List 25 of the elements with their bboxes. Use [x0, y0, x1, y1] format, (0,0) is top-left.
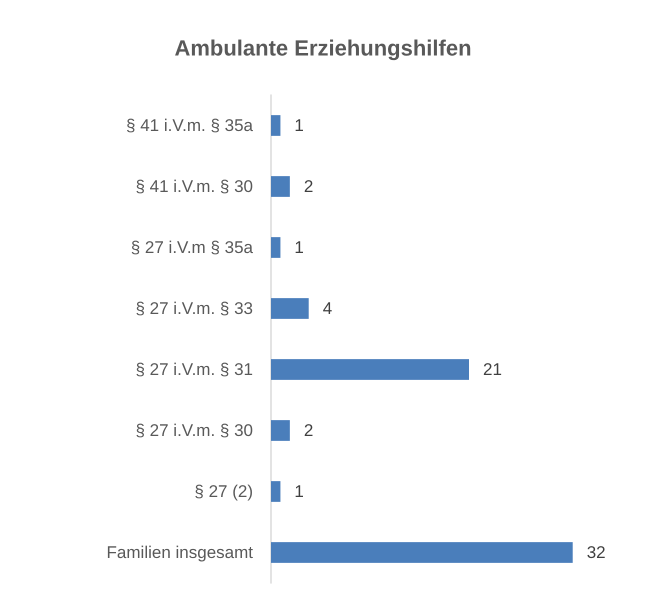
- bar: [271, 176, 290, 197]
- data-label: 21: [483, 360, 502, 379]
- data-label: 32: [586, 543, 606, 562]
- y-tick-label: § 27 i.V.m. § 30: [135, 421, 253, 440]
- bar: [271, 420, 290, 441]
- y-tick-label: § 27 i.V.m. § 33: [135, 299, 253, 318]
- y-tick-label: § 27 i.V.m. § 31: [135, 360, 253, 379]
- bar: [271, 542, 573, 563]
- chart-title: Ambulante Erziehungshilfen: [174, 36, 472, 60]
- y-tick-label: § 27 (2): [194, 482, 253, 501]
- bar: [271, 298, 309, 319]
- data-label: 1: [294, 116, 304, 135]
- bar: [271, 237, 280, 258]
- bar: [271, 481, 280, 502]
- bar: [271, 359, 469, 380]
- data-label: 4: [322, 299, 332, 318]
- data-label: 1: [294, 482, 304, 501]
- data-label: 1: [294, 238, 304, 257]
- bar: [271, 115, 280, 136]
- data-label: 2: [304, 421, 314, 440]
- y-tick-label: § 41 i.V.m. § 30: [135, 177, 253, 196]
- data-label: 2: [304, 177, 314, 196]
- y-tick-label: Familien insgesamt: [106, 543, 254, 562]
- y-tick-label: § 41 i.V.m. § 35a: [126, 116, 254, 135]
- y-tick-label: § 27 i.V.m § 35a: [130, 238, 254, 257]
